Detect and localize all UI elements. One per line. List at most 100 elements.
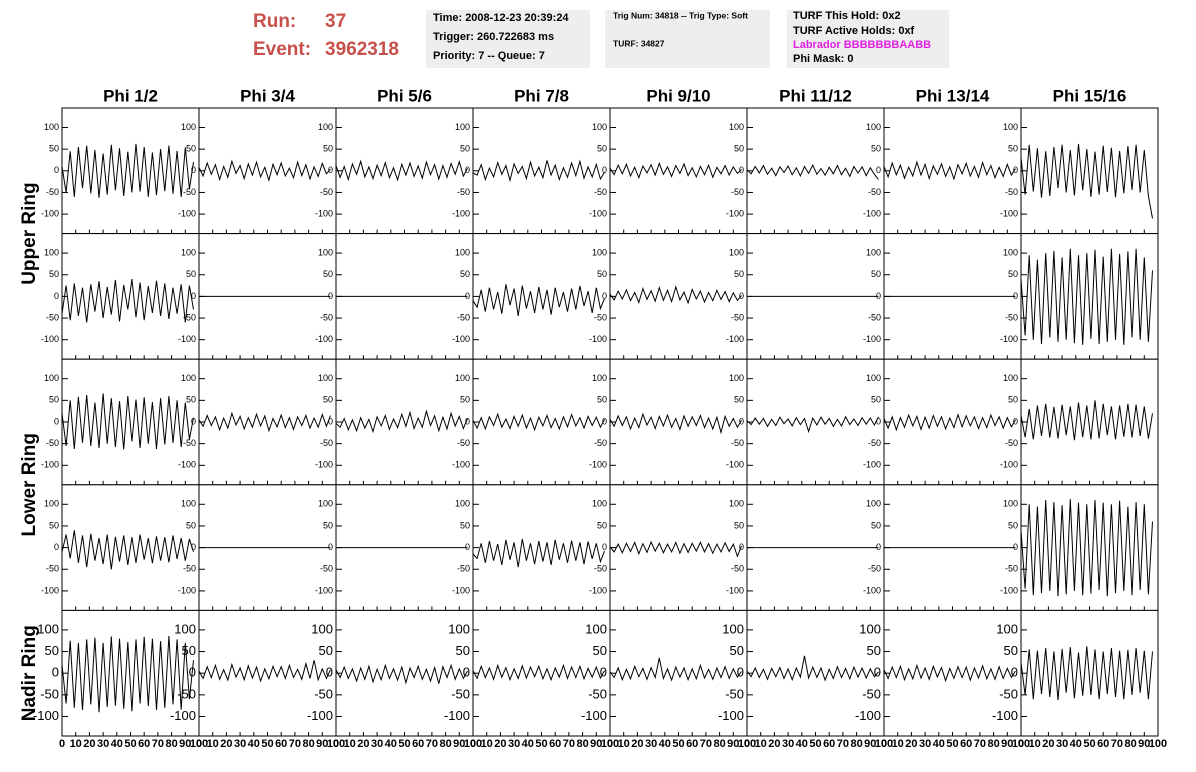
y-tick-label: 100 [181, 373, 196, 383]
waveform [609, 285, 742, 305]
y-tick-label: -100 [863, 334, 881, 344]
y-tick-label: 50 [1008, 395, 1018, 405]
y-tick-label: 50 [734, 520, 744, 530]
y-tick-label: 0 [602, 291, 607, 301]
y-tick-label: -100 [855, 708, 881, 723]
y-tick-label: 0 [602, 542, 607, 552]
y-tick-label: 100 [722, 621, 744, 636]
waveform [1020, 400, 1153, 441]
waveform [746, 164, 879, 180]
y-tick-label: 100 [592, 373, 607, 383]
x-tick-label: 90 [179, 738, 191, 750]
y-tick-label: -100 [315, 208, 333, 218]
x-tick-label: 60 [412, 738, 424, 750]
y-tick-label: 50 [867, 643, 881, 658]
waveform [609, 412, 742, 435]
y-tick-label: 50 [1008, 269, 1018, 279]
waveform [883, 412, 1016, 432]
x-tick-label: 10 [1029, 738, 1041, 750]
y-tick-label: 0 [328, 165, 333, 175]
y-tick-label: -100 [718, 708, 744, 723]
y-tick-label: -100 [452, 460, 470, 470]
y-tick-label: -100 [178, 208, 196, 218]
x-tick-label: 0 [59, 738, 65, 750]
event-number: 3962318 [325, 39, 399, 60]
y-tick-label: -100 [41, 585, 59, 595]
x-tick-label: 80 [302, 738, 314, 750]
y-tick-label: -50 [46, 187, 59, 197]
y-tick-label: -100 [589, 460, 607, 470]
x-tick-label: 80 [1124, 738, 1136, 750]
waveform [335, 409, 468, 434]
waveform [61, 279, 194, 323]
panel-frame [472, 358, 611, 486]
panel-frame [61, 107, 200, 235]
panel-frame [1020, 107, 1159, 235]
y-tick-label: 50 [597, 269, 607, 279]
x-tick-label: 50 [398, 738, 410, 750]
y-tick-label: 50 [323, 520, 333, 530]
y-tick-label: 0 [52, 665, 59, 680]
y-tick-label: 100 [455, 373, 470, 383]
y-tick-label: 100 [318, 247, 333, 257]
y-tick-label: 0 [876, 416, 881, 426]
y-tick-label: 50 [597, 144, 607, 154]
x-tick-label: 0 [744, 738, 750, 750]
y-tick-label: 100 [37, 621, 59, 636]
y-tick-label: 100 [318, 499, 333, 509]
x-tick-label: 70 [700, 738, 712, 750]
y-tick-label: -50 [183, 564, 196, 574]
x-tick-label: 90 [453, 738, 465, 750]
y-tick-label: 100 [592, 499, 607, 509]
turf-hold: TURF This Hold: 0x2 [793, 10, 901, 22]
y-tick-label: -50 [183, 312, 196, 322]
y-tick-label: 0 [54, 416, 59, 426]
y-tick-label: 100 [1003, 499, 1018, 509]
x-tick-label: 30 [97, 738, 109, 750]
y-tick-label: -50 [40, 686, 59, 701]
y-tick-label: 100 [318, 373, 333, 383]
y-tick-label: 50 [597, 520, 607, 530]
y-tick-label: -100 [863, 460, 881, 470]
y-tick-label: 50 [1008, 520, 1018, 530]
y-tick-label: 50 [186, 144, 196, 154]
x-tick-label: 30 [1056, 738, 1068, 750]
y-tick-label: 100 [311, 621, 333, 636]
y-tick-label: 50 [460, 520, 470, 530]
y-tick-label: 0 [1013, 165, 1018, 175]
y-tick-label: 50 [186, 520, 196, 530]
y-tick-label: 0 [328, 416, 333, 426]
y-tick-label: 0 [465, 416, 470, 426]
y-tick-label: -100 [41, 334, 59, 344]
y-tick-label: 50 [1004, 643, 1018, 658]
x-tick-label: 80 [713, 738, 725, 750]
x-tick-label: 100 [738, 738, 756, 750]
y-tick-label: 50 [730, 643, 744, 658]
waveform [472, 159, 605, 183]
y-tick-label: 100 [592, 122, 607, 132]
x-tick-label: 0 [470, 738, 476, 750]
panel-frame [61, 233, 200, 360]
waveform [61, 530, 194, 570]
y-tick-label: 0 [189, 665, 196, 680]
y-tick-label: -50 [999, 686, 1018, 701]
waveform [1020, 248, 1153, 345]
x-tick-label: 50 [124, 738, 136, 750]
y-tick-label: -50 [46, 312, 59, 322]
y-tick-label: 50 [597, 395, 607, 405]
y-tick-label: 50 [871, 520, 881, 530]
y-tick-label: 50 [186, 269, 196, 279]
waveform [472, 663, 605, 682]
waveform [335, 663, 468, 685]
x-tick-label: 80 [987, 738, 999, 750]
y-tick-label: -100 [178, 585, 196, 595]
waveform [61, 393, 194, 450]
y-tick-label: 100 [44, 247, 59, 257]
y-tick-label: 100 [592, 247, 607, 257]
turf: TURF: 34827 [613, 38, 665, 48]
waveform [883, 160, 1016, 181]
row-label: Lower Ring [19, 433, 40, 536]
waveform [335, 159, 468, 182]
y-tick-label: 100 [44, 373, 59, 383]
y-tick-label: -100 [589, 334, 607, 344]
